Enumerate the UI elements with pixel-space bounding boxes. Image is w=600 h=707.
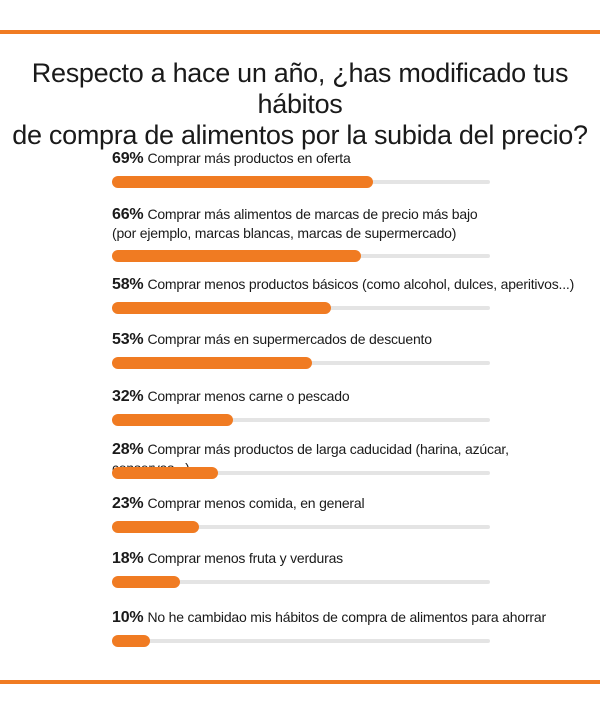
bar-category-text: Comprar menos productos básicos (como al… bbox=[147, 276, 575, 292]
chart-title-line-1: Respecto a hace un año, ¿has modificado … bbox=[31, 58, 569, 119]
bar-item: 53% Comprar más en supermercados de descu… bbox=[112, 330, 582, 369]
bar-item: 32% Comprar menos carne o pescado bbox=[112, 387, 582, 426]
bar-category-text: Comprar más productos en oferta bbox=[147, 150, 351, 166]
bar-label: 32% Comprar menos carne o pescado bbox=[112, 387, 582, 406]
bar-value-label: 23% bbox=[112, 495, 144, 512]
bar bbox=[112, 576, 180, 588]
bar-category-text: Comprar menos carne o pescado bbox=[147, 388, 350, 404]
bar-item: 69% Comprar más productos en oferta bbox=[112, 149, 582, 188]
chart-title-line-2: de compra de alimentos por la subida del… bbox=[12, 120, 588, 150]
bar-category-label: 66% Comprar más alimentos de marcas de pr… bbox=[112, 205, 582, 224]
bar-label: 53% Comprar más en supermercados de descu… bbox=[112, 330, 582, 349]
bar-category-label: 69% Comprar más productos en oferta bbox=[112, 149, 582, 168]
bar-label: 58% Comprar menos productos básicos (como… bbox=[112, 275, 582, 294]
bar-item: 66% Comprar más alimentos de marcas de pr… bbox=[112, 205, 582, 262]
bar-label: 23% Comprar menos comida, en general bbox=[112, 494, 582, 513]
bar-category-label: (por ejemplo, marcas blancas, marcas de … bbox=[112, 224, 582, 242]
bar-category-text: Comprar menos fruta y verduras bbox=[147, 550, 343, 566]
bar-item: 58% Comprar menos productos básicos (como… bbox=[112, 275, 582, 314]
bottom-rule bbox=[0, 680, 600, 684]
bar-track bbox=[112, 525, 490, 529]
bar-category-text: Comprar menos comida, en general bbox=[147, 495, 365, 511]
bar-category-text: (por ejemplo, marcas blancas, marcas de … bbox=[112, 225, 457, 241]
bar-value-label: 32% bbox=[112, 388, 144, 405]
chart-title: Respecto a hace un año, ¿has modificado … bbox=[0, 58, 600, 151]
bar bbox=[112, 176, 373, 188]
top-rule bbox=[0, 30, 600, 34]
bar-label: 10% No he cambidao mis hábitos de compra … bbox=[112, 608, 582, 627]
bar-value-label: 10% bbox=[112, 609, 144, 626]
bar-category-label: 18% Comprar menos fruta y verduras bbox=[112, 549, 582, 568]
bar bbox=[112, 302, 331, 314]
bar-track bbox=[112, 639, 490, 643]
bar-category-label: 58% Comprar menos productos básicos (como… bbox=[112, 275, 582, 294]
bar-track bbox=[112, 471, 490, 475]
bar-label: 18% Comprar menos fruta y verduras bbox=[112, 549, 582, 568]
bar-value-label: 66% bbox=[112, 206, 144, 223]
bar-item: 28% Comprar más productos de larga caduci… bbox=[112, 440, 582, 479]
bar-item: 23% Comprar menos comida, en general bbox=[112, 494, 582, 533]
bar-value-label: 69% bbox=[112, 150, 144, 167]
bar-value-label: 53% bbox=[112, 331, 144, 348]
bar bbox=[112, 521, 199, 533]
bar-category-label: 10% No he cambidao mis hábitos de compra … bbox=[112, 608, 582, 627]
bar-category-label: 28% Comprar más productos de larga caduci… bbox=[112, 440, 582, 477]
bar-label: 28% Comprar más productos de larga caduci… bbox=[112, 440, 582, 477]
bar bbox=[112, 467, 218, 479]
bar-category-label: 53% Comprar más en supermercados de descu… bbox=[112, 330, 582, 349]
bar bbox=[112, 414, 233, 426]
bar bbox=[112, 357, 312, 369]
bar-category-text: Comprar más en supermercados de descuent… bbox=[147, 331, 432, 347]
bar-value-label: 18% bbox=[112, 550, 144, 567]
bar-track bbox=[112, 580, 490, 584]
bar-label: 66% Comprar más alimentos de marcas de pr… bbox=[112, 205, 582, 242]
bar-track bbox=[112, 418, 490, 422]
bar-category-text: No he cambidao mis hábitos de compra de … bbox=[147, 609, 546, 625]
bar bbox=[112, 635, 150, 647]
bar-item: 18% Comprar menos fruta y verduras bbox=[112, 549, 582, 588]
bar-category-text: Comprar más alimentos de marcas de preci… bbox=[147, 206, 478, 222]
bar-value-label: 58% bbox=[112, 276, 144, 293]
bar-category-label: 23% Comprar menos comida, en general bbox=[112, 494, 582, 513]
bar-value-label: 28% bbox=[112, 441, 144, 458]
bar-item: 10% No he cambidao mis hábitos de compra … bbox=[112, 608, 582, 647]
bar-category-label: 32% Comprar menos carne o pescado bbox=[112, 387, 582, 406]
bar bbox=[112, 250, 361, 262]
bar-label: 69% Comprar más productos en oferta bbox=[112, 149, 582, 168]
